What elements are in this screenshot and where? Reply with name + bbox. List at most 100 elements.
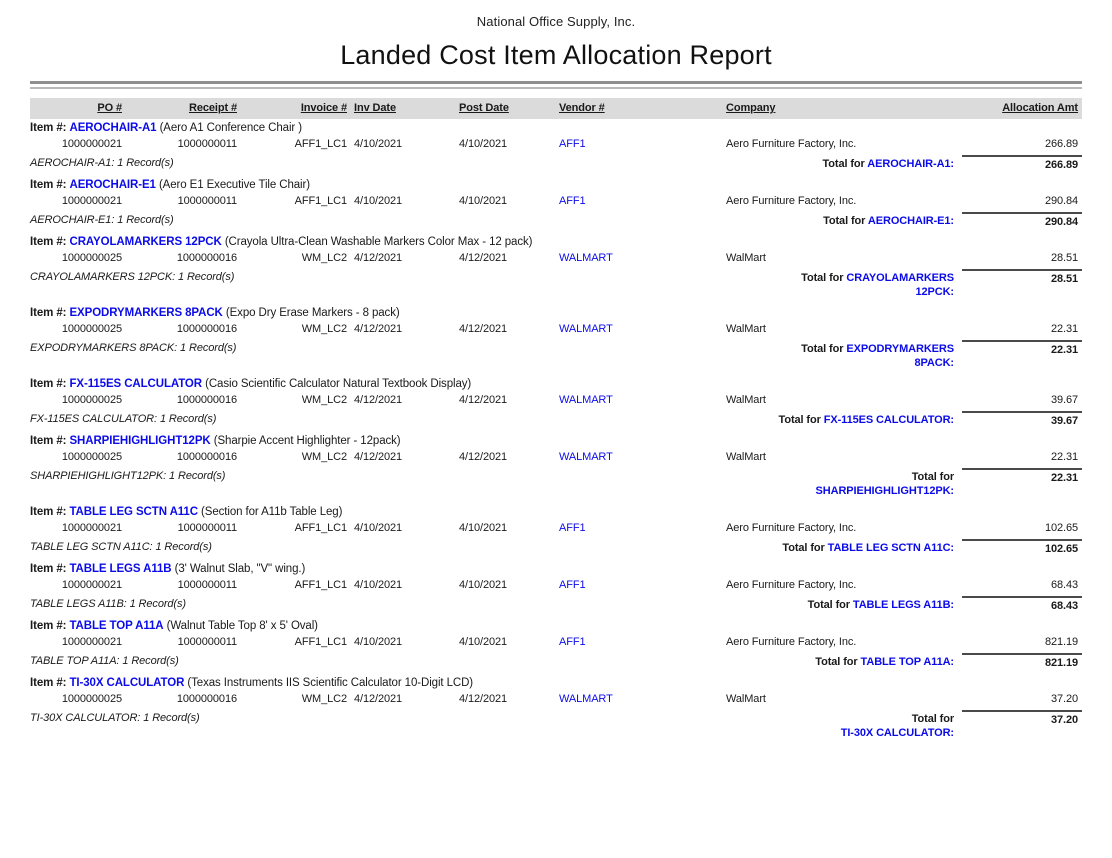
record-count-text: TABLE TOP A11A: 1 Record(s) bbox=[30, 655, 179, 667]
item-header-line: Item #: FX-115ES CALCULATOR (Casio Scien… bbox=[30, 378, 1082, 390]
total-label: Total for FX-115ES CALCULATOR: bbox=[742, 411, 955, 427]
invoice-cell: WM_LC2 bbox=[301, 451, 347, 463]
total-item-code-line1[interactable]: TABLE LEGS A11B: bbox=[852, 599, 954, 611]
receipt-cell: 1000000016 bbox=[176, 451, 237, 463]
item-group: Item #: TABLE LEG SCTN A11C (Section for… bbox=[30, 506, 1082, 555]
group-summary-row: TABLE LEG SCTN A11C: 1 Record(s) Total f… bbox=[30, 539, 1082, 555]
vendor-code-link[interactable]: AFF1 bbox=[559, 636, 586, 648]
item-header-line: Item #: TI-30X CALCULATOR (Texas Instrum… bbox=[30, 677, 1082, 689]
total-label: Total for TI-30X CALCULATOR: bbox=[742, 710, 954, 740]
total-amount: 37.20 bbox=[962, 710, 1082, 726]
total-amount: 266.89 bbox=[962, 155, 1082, 171]
table-row: 1000000021 1000000011 AFF1_LC1 4/10/2021… bbox=[30, 522, 1082, 534]
group-summary-row: TABLE LEGS A11B: 1 Record(s) Total for T… bbox=[30, 596, 1082, 612]
item-code-link[interactable]: AEROCHAIR-A1 bbox=[69, 122, 157, 134]
item-code-link[interactable]: TABLE LEGS A11B bbox=[69, 563, 172, 575]
post-date-cell: 4/12/2021 bbox=[459, 451, 508, 463]
total-amount: 39.67 bbox=[962, 411, 1082, 427]
total-item-code-line1[interactable]: EXPODRYMARKERS bbox=[846, 343, 954, 355]
total-item-code-line2[interactable]: SHARPIEHIGHLIGHT12PK: bbox=[815, 485, 955, 497]
total-item-code-line2[interactable]: 12PCK: bbox=[915, 286, 954, 298]
invoice-cell: WM_LC2 bbox=[301, 394, 347, 406]
record-count-text: EXPODRYMARKERS 8PACK: 1 Record(s) bbox=[30, 342, 237, 354]
total-item-code-line1[interactable]: AEROCHAIR-E1: bbox=[867, 215, 954, 227]
col-header-allocation-amt: Allocation Amt bbox=[1002, 102, 1078, 114]
item-header-line: Item #: TABLE LEGS A11B (3' Walnut Slab,… bbox=[30, 563, 1082, 575]
total-for-label: Total for bbox=[778, 414, 821, 426]
vendor-code-link[interactable]: AFF1 bbox=[559, 579, 586, 591]
item-code-link[interactable]: SHARPIEHIGHLIGHT12PK bbox=[69, 435, 211, 447]
col-header-vendor: Vendor # bbox=[559, 102, 605, 114]
post-date-cell: 4/10/2021 bbox=[459, 195, 508, 207]
col-header-receipt: Receipt # bbox=[188, 102, 237, 114]
allocation-amount-cell: 22.31 bbox=[1050, 451, 1078, 463]
total-amount: 102.65 bbox=[962, 539, 1082, 555]
post-date-cell: 4/12/2021 bbox=[459, 323, 508, 335]
table-row: 1000000021 1000000011 AFF1_LC1 4/10/2021… bbox=[30, 195, 1082, 207]
vendor-code-link[interactable]: AFF1 bbox=[559, 195, 586, 207]
total-label: Total for TABLE LEGS A11B: bbox=[742, 596, 954, 612]
total-item-code-line1[interactable]: TABLE TOP A11A: bbox=[860, 656, 955, 668]
inv-date-cell: 4/10/2021 bbox=[354, 522, 403, 534]
total-item-code-line1[interactable]: TABLE LEG SCTN A11C: bbox=[827, 542, 954, 554]
allocation-amount-cell: 68.43 bbox=[1050, 579, 1078, 591]
po-cell: 1000000021 bbox=[61, 138, 122, 150]
item-code-link[interactable]: FX-115ES CALCULATOR bbox=[69, 378, 202, 390]
po-cell: 1000000021 bbox=[61, 195, 122, 207]
vendor-code-link[interactable]: WALMART bbox=[559, 451, 613, 463]
item-description: (Expo Dry Erase Markers - 8 pack) bbox=[225, 307, 400, 319]
vendor-code-link[interactable]: WALMART bbox=[559, 394, 613, 406]
total-for-label: Total for bbox=[911, 471, 954, 483]
table-row: 1000000025 1000000016 WM_LC2 4/12/2021 4… bbox=[30, 693, 1082, 705]
item-number-label: Item #: bbox=[30, 122, 67, 134]
item-description: (3' Walnut Slab, "V" wing.) bbox=[174, 563, 306, 575]
vendor-code-link[interactable]: WALMART bbox=[559, 252, 613, 264]
receipt-cell: 1000000016 bbox=[176, 693, 237, 705]
table-row: 1000000021 1000000011 AFF1_LC1 4/10/2021… bbox=[30, 138, 1082, 150]
total-item-code-line1[interactable]: CRAYOLAMARKERS bbox=[846, 272, 954, 284]
vendor-code-link[interactable]: WALMART bbox=[559, 693, 613, 705]
company-cell: Aero Furniture Factory, Inc. bbox=[726, 579, 857, 591]
company-cell: WalMart bbox=[726, 394, 766, 406]
total-item-code-line1[interactable]: AEROCHAIR-A1: bbox=[867, 158, 954, 170]
item-group: Item #: TABLE LEGS A11B (3' Walnut Slab,… bbox=[30, 563, 1082, 612]
record-count-text: TI-30X CALCULATOR: 1 Record(s) bbox=[30, 712, 200, 724]
item-description: (Aero E1 Executive Tile Chair) bbox=[158, 179, 310, 191]
item-code-link[interactable]: EXPODRYMARKERS 8PACK bbox=[69, 307, 223, 319]
table-row: 1000000021 1000000011 AFF1_LC1 4/10/2021… bbox=[30, 636, 1082, 648]
invoice-cell: AFF1_LC1 bbox=[294, 138, 347, 150]
total-item-code-line1[interactable]: FX-115ES CALCULATOR: bbox=[823, 414, 954, 426]
vendor-code-link[interactable]: WALMART bbox=[559, 323, 613, 335]
item-header-line: Item #: TABLE TOP A11A (Walnut Table Top… bbox=[30, 620, 1082, 632]
po-cell: 1000000021 bbox=[61, 579, 122, 591]
receipt-cell: 1000000011 bbox=[177, 522, 237, 534]
inv-date-cell: 4/10/2021 bbox=[354, 138, 403, 150]
item-code-link[interactable]: AEROCHAIR-E1 bbox=[69, 179, 156, 191]
total-for-label: Total for bbox=[822, 158, 865, 170]
allocation-amount-cell: 102.65 bbox=[1044, 522, 1078, 534]
total-item-code-line2[interactable]: 8PACK: bbox=[914, 357, 954, 369]
col-header-inv-date: Inv Date bbox=[354, 102, 396, 114]
item-code-link[interactable]: TABLE LEG SCTN A11C bbox=[69, 506, 198, 518]
group-summary-row: EXPODRYMARKERS 8PACK: 1 Record(s) Total … bbox=[30, 340, 1082, 370]
total-amount: 290.84 bbox=[962, 212, 1082, 228]
company-cell: WalMart bbox=[726, 252, 766, 264]
column-header-row: PO # Receipt # Invoice # Inv Date Post D… bbox=[30, 98, 1082, 119]
vendor-code-link[interactable]: AFF1 bbox=[559, 522, 586, 534]
report-page: National Office Supply, Inc. Landed Cost… bbox=[30, 14, 1082, 740]
receipt-cell: 1000000016 bbox=[176, 394, 237, 406]
item-description: (Walnut Table Top 8' x 5' Oval) bbox=[166, 620, 318, 632]
inv-date-cell: 4/12/2021 bbox=[354, 252, 403, 264]
vendor-code-link[interactable]: AFF1 bbox=[559, 138, 586, 150]
item-code-link[interactable]: TI-30X CALCULATOR bbox=[69, 677, 185, 689]
item-code-link[interactable]: CRAYOLAMARKERS 12PCK bbox=[69, 236, 222, 248]
item-group: Item #: SHARPIEHIGHLIGHT12PK (Sharpie Ac… bbox=[30, 435, 1082, 498]
item-code-link[interactable]: TABLE TOP A11A bbox=[69, 620, 164, 632]
company-cell: WalMart bbox=[726, 693, 766, 705]
table-row: 1000000025 1000000016 WM_LC2 4/12/2021 4… bbox=[30, 323, 1082, 335]
total-for-label: Total for bbox=[823, 215, 866, 227]
item-number-label: Item #: bbox=[30, 179, 67, 191]
total-amount: 821.19 bbox=[962, 653, 1082, 669]
total-item-code-line2[interactable]: TI-30X CALCULATOR: bbox=[840, 727, 954, 739]
total-amount: 22.31 bbox=[962, 340, 1082, 356]
